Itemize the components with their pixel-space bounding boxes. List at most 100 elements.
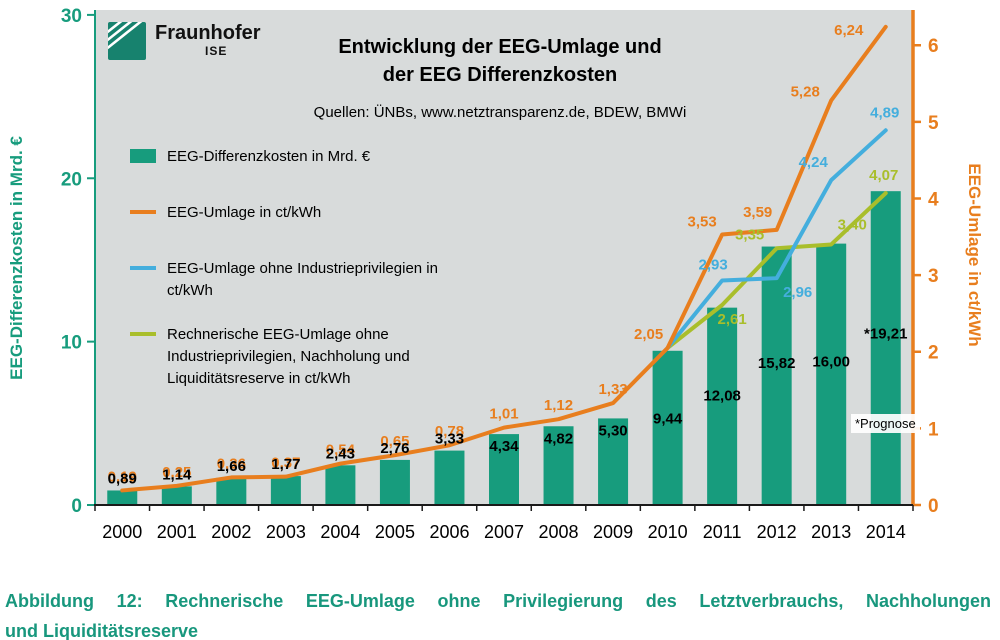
bar-2003 <box>270 476 301 505</box>
bar-2005 <box>379 459 410 505</box>
bar-label: 2,76 <box>380 440 409 457</box>
line-swatch-icon <box>130 210 156 214</box>
point-label: 1,12 <box>544 397 573 414</box>
bar-label: 2,43 <box>326 445 355 462</box>
bar-label: 3,33 <box>435 431 464 448</box>
eeg-chart: 0,19 0,25 0,36 0,37 0,54 0,65 0,78 1,01 1,12 1,33… <box>61 6 939 542</box>
year-label: 2013 <box>811 522 851 542</box>
legend-item-rechnerische-umlage: Rechnerische EEG-Umlage ohne Industriepr… <box>130 324 480 390</box>
bar-2000 <box>107 490 138 505</box>
bar-label: 0,89 <box>108 470 137 487</box>
year-label: 2004 <box>320 522 360 542</box>
chart-title: Entwicklung der EEG-Umlage und der EEG D… <box>280 33 720 89</box>
right-axis-title: EEG-Umlage in ct/kWh <box>965 163 984 347</box>
point-label: 4,24 <box>799 154 829 171</box>
legend-label: EEG-Umlage ohne Industrieprivilegien in … <box>167 260 438 299</box>
bar-label: 1,14 <box>162 466 192 483</box>
point-label: 3,59 <box>743 204 772 221</box>
point-label: 0,37 <box>271 455 300 472</box>
bar-label: 9,44 <box>653 410 683 427</box>
fraunhofer-logo-icon <box>104 17 146 65</box>
right-tick-label: 0 <box>928 496 939 517</box>
figure-caption-line1: Abbildung 12: Rechnerische EEG-Umlage oh… <box>5 591 991 611</box>
left-axis-title: EEG-Differenzkosten in Mrd. € <box>7 136 26 380</box>
chart-sources: Quellen: ÜNBs, www.netztransparenz.de, B… <box>313 104 687 121</box>
point-label: 6,24 <box>834 22 864 39</box>
right-tick-label: 1 <box>928 419 939 440</box>
line-series-1 <box>120 24 888 493</box>
figure-caption: Abbildung 12: Rechnerische EEG-Umlage oh… <box>5 586 991 640</box>
legend-label: EEG-Differenzkosten in Mrd. € <box>167 148 371 165</box>
line-series-3 <box>665 191 888 350</box>
bar-label: 15,82 <box>758 355 796 372</box>
bar-2013 <box>816 243 847 505</box>
bar-2010 <box>652 350 683 505</box>
fraunhofer-logo: Fraunhofer ISE <box>104 17 261 65</box>
legend-item-umlage-ohne-privilegien: EEG-Umlage ohne Industrieprivilegien in … <box>130 258 480 302</box>
bar-2014 <box>870 191 901 505</box>
bar-2004 <box>325 465 356 505</box>
point-label: 1,01 <box>489 406 518 423</box>
line-series-2 <box>665 128 888 350</box>
year-label: 2011 <box>703 522 742 542</box>
legend-item-differenzkosten: EEG-Differenzkosten in Mrd. € <box>130 146 480 168</box>
bar-label: 16,00 <box>812 353 850 370</box>
right-tick-label: 4 <box>928 189 939 210</box>
left-tick-label: 30 <box>61 6 82 27</box>
point-label: 3,40 <box>838 216 867 233</box>
year-label: 2003 <box>266 522 306 542</box>
point-label: 0,65 <box>380 433 409 450</box>
point-label: 2,05 <box>634 326 663 343</box>
logo-brand: Fraunhofer <box>155 22 261 44</box>
point-label: 0,78 <box>435 423 464 440</box>
year-label: 2005 <box>375 522 415 542</box>
bar-swatch-icon <box>130 149 156 163</box>
point-label: 0,25 <box>162 464 191 481</box>
point-label: 1,33 <box>598 381 627 398</box>
bar-2002 <box>216 477 247 505</box>
year-label: 2007 <box>484 522 524 542</box>
point-label: 0,19 <box>108 468 137 485</box>
point-label: 4,89 <box>870 104 899 121</box>
right-tick-label: 3 <box>928 266 939 287</box>
legend-label: Rechnerische EEG-Umlage ohne Industriepr… <box>167 326 410 387</box>
bar-label: 4,34 <box>489 438 519 455</box>
right-tick-label: 5 <box>928 113 939 134</box>
year-label: 2014 <box>866 522 906 542</box>
point-label: 3,35 <box>735 226 764 243</box>
bar-2011 <box>707 307 738 505</box>
year-label: 2000 <box>102 522 142 542</box>
point-label: 3,53 <box>688 214 717 231</box>
bar-2009 <box>598 418 629 505</box>
legend: EEG-Differenzkosten in Mrd. € EEG-Umlage… <box>130 146 480 390</box>
point-label: 0,36 <box>217 455 246 472</box>
left-tick-label: 0 <box>71 496 82 517</box>
bar-label: 1,77 <box>271 456 300 473</box>
year-label: 2001 <box>157 522 197 542</box>
point-label: 5,28 <box>791 83 820 100</box>
year-label: 2012 <box>757 522 797 542</box>
fraunhofer-logo-text: Fraunhofer ISE <box>155 22 261 58</box>
chart-title-line1: Entwicklung der EEG-Umlage und <box>338 36 662 58</box>
year-label: 2002 <box>211 522 251 542</box>
line-swatch-icon <box>130 332 156 336</box>
chart-title-line2: der EEG Differenzkosten <box>382 64 618 86</box>
bar-label: 1,66 <box>217 458 246 475</box>
year-label: 2009 <box>593 522 633 542</box>
point-label: 2,93 <box>699 256 728 273</box>
bar-label: 5,30 <box>598 422 627 439</box>
legend-label: EEG-Umlage in ct/kWh <box>167 204 322 221</box>
prognose-note: *Prognose <box>851 414 920 433</box>
year-label: 2010 <box>648 522 688 542</box>
bar-2007 <box>489 434 519 505</box>
bar-2001 <box>161 486 192 505</box>
bar-2006 <box>434 450 465 505</box>
left-tick-label: 20 <box>61 169 82 190</box>
bar-label: *19,21 <box>864 326 907 343</box>
point-label: 2,96 <box>783 284 812 301</box>
line-swatch-icon <box>130 266 156 270</box>
figure-caption-line2: und Liquiditätsreserve <box>5 621 199 640</box>
point-label: 2,61 <box>718 311 747 328</box>
right-tick-label: 2 <box>928 343 939 364</box>
